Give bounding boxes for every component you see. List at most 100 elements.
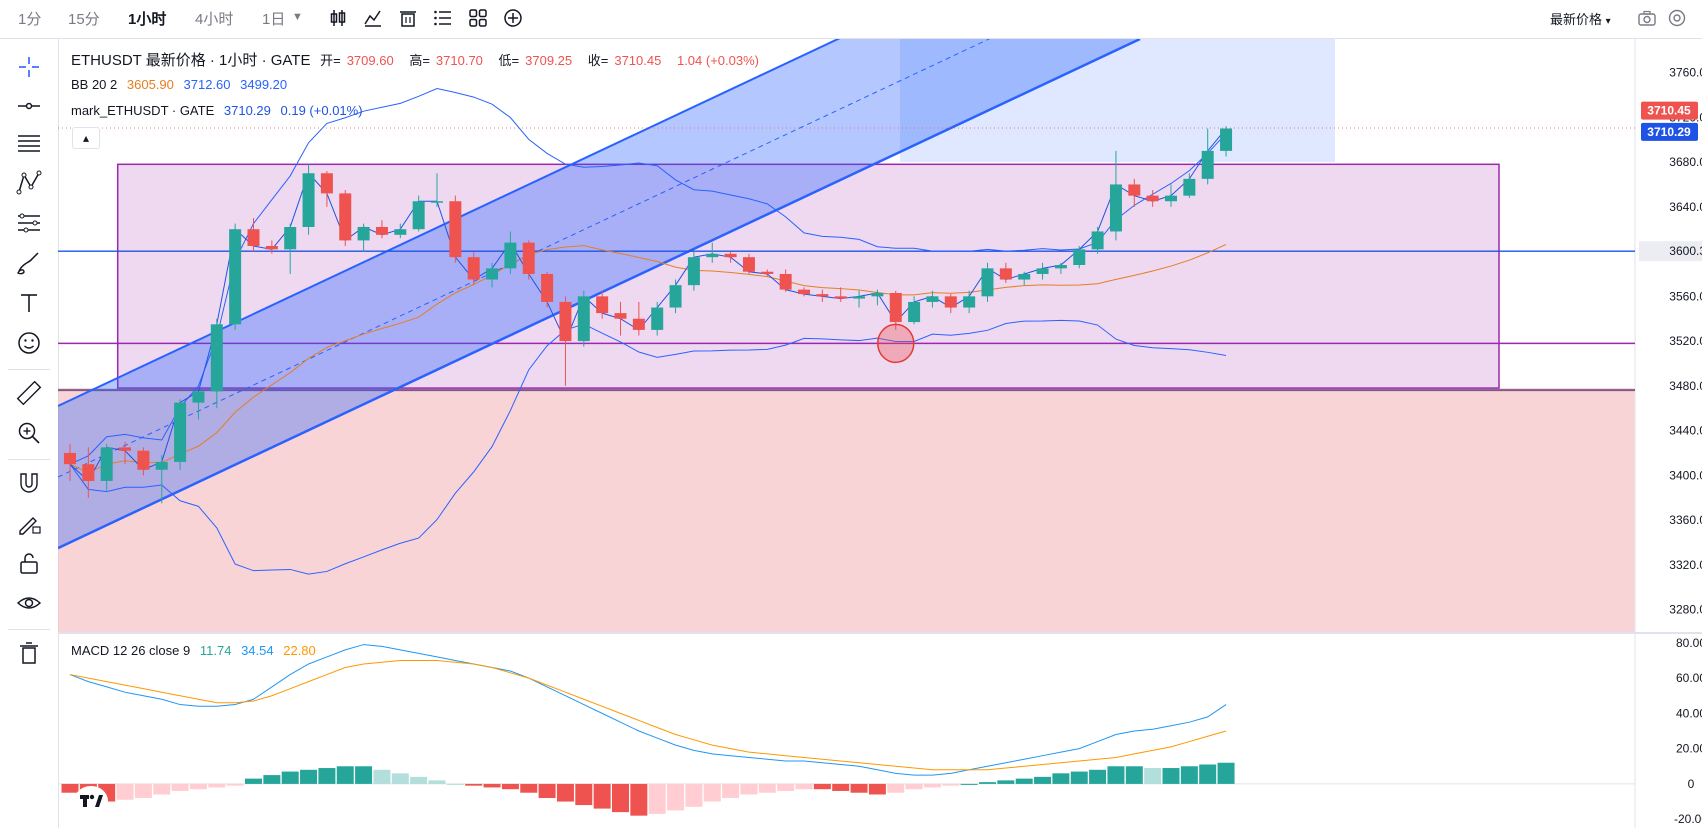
delete-drawings-icon[interactable] bbox=[15, 639, 43, 667]
candle bbox=[853, 290, 866, 308]
candle-body bbox=[1128, 184, 1141, 196]
candle bbox=[724, 251, 737, 263]
timeframe-1d[interactable]: 1日 bbox=[262, 11, 286, 28]
candle bbox=[1091, 226, 1104, 254]
macd-tick-label: 60.00 bbox=[1676, 671, 1702, 685]
brush-icon[interactable] bbox=[15, 249, 43, 277]
candle bbox=[100, 444, 113, 493]
candle bbox=[816, 289, 829, 302]
candle bbox=[1220, 126, 1233, 157]
timeframe-dropdown-icon[interactable]: ▼ bbox=[292, 11, 303, 23]
macd-histogram-bar bbox=[501, 783, 519, 790]
timeframe-15m[interactable]: 15分 bbox=[68, 11, 100, 28]
macd-histogram-bar bbox=[575, 783, 593, 806]
candles-icon[interactable] bbox=[327, 7, 349, 29]
bb-legend[interactable]: BB 20 2 3605.90 3712.60 3499.20 bbox=[71, 77, 293, 92]
macd-label: MACD 12 26 close 9 bbox=[71, 643, 191, 658]
mark-change: 0.19 (+0.01%) bbox=[280, 103, 363, 118]
eye-icon[interactable] bbox=[15, 589, 43, 617]
layout-grid-icon[interactable] bbox=[467, 7, 489, 29]
ohlc-open: 开= 3709.60 bbox=[320, 53, 394, 68]
ohlc-close: 收= 3710.45 bbox=[587, 53, 662, 68]
bb-basis-line bbox=[69, 243, 1227, 474]
timeframe-1h[interactable]: 1小时 bbox=[128, 11, 167, 28]
fib-lines-icon[interactable] bbox=[15, 130, 43, 158]
macd-histogram-bar bbox=[1070, 771, 1088, 784]
candle-body bbox=[1036, 268, 1049, 274]
crosshair-icon[interactable] bbox=[15, 53, 43, 81]
mark-legend[interactable]: mark_ETHUSDT · GATE 3710.29 0.19 (+0.01%… bbox=[71, 103, 369, 118]
zoom-in-icon[interactable] bbox=[15, 419, 43, 447]
text-icon[interactable] bbox=[15, 289, 43, 317]
candle-body bbox=[375, 226, 388, 235]
candle bbox=[247, 218, 260, 252]
macd-histogram-bar bbox=[1199, 764, 1217, 784]
hline-price-label: 3600.39 bbox=[1669, 244, 1702, 258]
macd-histogram-bar bbox=[263, 775, 281, 784]
candle-body bbox=[541, 273, 554, 302]
candle bbox=[871, 289, 884, 306]
price-type-label: 最新价格 bbox=[1550, 12, 1603, 27]
forecast-icon[interactable] bbox=[15, 209, 43, 237]
magnet-icon[interactable] bbox=[15, 469, 43, 497]
macd-histogram-bar bbox=[520, 783, 538, 793]
indicators-icon[interactable] bbox=[362, 7, 384, 29]
settings-gear-icon[interactable] bbox=[1666, 7, 1688, 29]
price-chart[interactable]: 3760.003720.003680.003640.003600.003560.… bbox=[58, 39, 1702, 828]
candle-body bbox=[357, 226, 370, 241]
candle-body bbox=[1091, 231, 1104, 250]
object-tree-icon[interactable] bbox=[432, 7, 454, 29]
macd-histogram-bar bbox=[832, 783, 850, 791]
ruler-icon[interactable] bbox=[15, 379, 43, 407]
candle bbox=[761, 269, 774, 277]
macd-histogram-bar bbox=[813, 783, 831, 790]
macd-tick-label: -20.00 bbox=[1674, 812, 1702, 826]
pattern-icon[interactable] bbox=[15, 169, 43, 197]
drawing-toolbar bbox=[0, 39, 59, 828]
timeframe-1m[interactable]: 1分 bbox=[18, 11, 42, 28]
lock-icon[interactable] bbox=[15, 549, 43, 577]
candle-body bbox=[247, 229, 260, 246]
trash-icon[interactable] bbox=[397, 7, 419, 29]
macd-histogram-bar bbox=[61, 783, 79, 793]
macd-histogram-bar bbox=[189, 783, 207, 790]
last-price-tag-text: 3710.45 bbox=[1647, 104, 1691, 118]
bb-label: BB 20 2 bbox=[71, 77, 118, 92]
candle bbox=[1054, 262, 1067, 274]
macd-histogram-bar bbox=[667, 783, 685, 811]
candle-body bbox=[687, 257, 700, 286]
candle bbox=[486, 262, 499, 288]
emoji-icon[interactable] bbox=[15, 329, 43, 357]
price-tick-label: 3400.00 bbox=[1669, 468, 1702, 482]
camera-icon[interactable] bbox=[1636, 7, 1658, 29]
mark-label: mark_ETHUSDT · GATE bbox=[71, 103, 215, 118]
candle bbox=[431, 173, 443, 207]
macd-histogram-bar bbox=[373, 769, 391, 784]
highlight-circle bbox=[877, 323, 915, 364]
legend-collapse-button[interactable]: ▴ bbox=[72, 127, 100, 149]
candle-body bbox=[944, 296, 957, 308]
candle-body bbox=[284, 226, 297, 250]
candle-body bbox=[265, 245, 278, 250]
symbol-title[interactable]: ETHUSDT 最新价格 · 1小时 · GATE bbox=[71, 52, 311, 69]
candle-body bbox=[1165, 195, 1177, 202]
candle bbox=[1165, 184, 1177, 207]
horizontal-ray-icon[interactable] bbox=[15, 92, 43, 120]
candle bbox=[999, 262, 1012, 283]
candle bbox=[981, 262, 994, 302]
candle bbox=[155, 455, 168, 504]
macd-line bbox=[69, 644, 1227, 776]
add-icon[interactable] bbox=[502, 7, 524, 29]
candle-body bbox=[981, 268, 994, 297]
candle bbox=[687, 251, 700, 291]
candle-body bbox=[669, 285, 682, 308]
macd-legend[interactable]: MACD 12 26 close 9 11.74 34.54 22.80 bbox=[71, 643, 322, 658]
price-type-select[interactable]: 最新价格 ▾ bbox=[1550, 9, 1611, 28]
candle bbox=[119, 441, 132, 465]
candle-body bbox=[100, 447, 113, 481]
macd-histogram-bar bbox=[556, 783, 574, 802]
timeframe-4h[interactable]: 4小时 bbox=[195, 11, 234, 28]
candle-body bbox=[706, 253, 719, 258]
tradingview-logo[interactable] bbox=[74, 786, 108, 816]
lock-drawing-icon[interactable] bbox=[15, 509, 43, 537]
